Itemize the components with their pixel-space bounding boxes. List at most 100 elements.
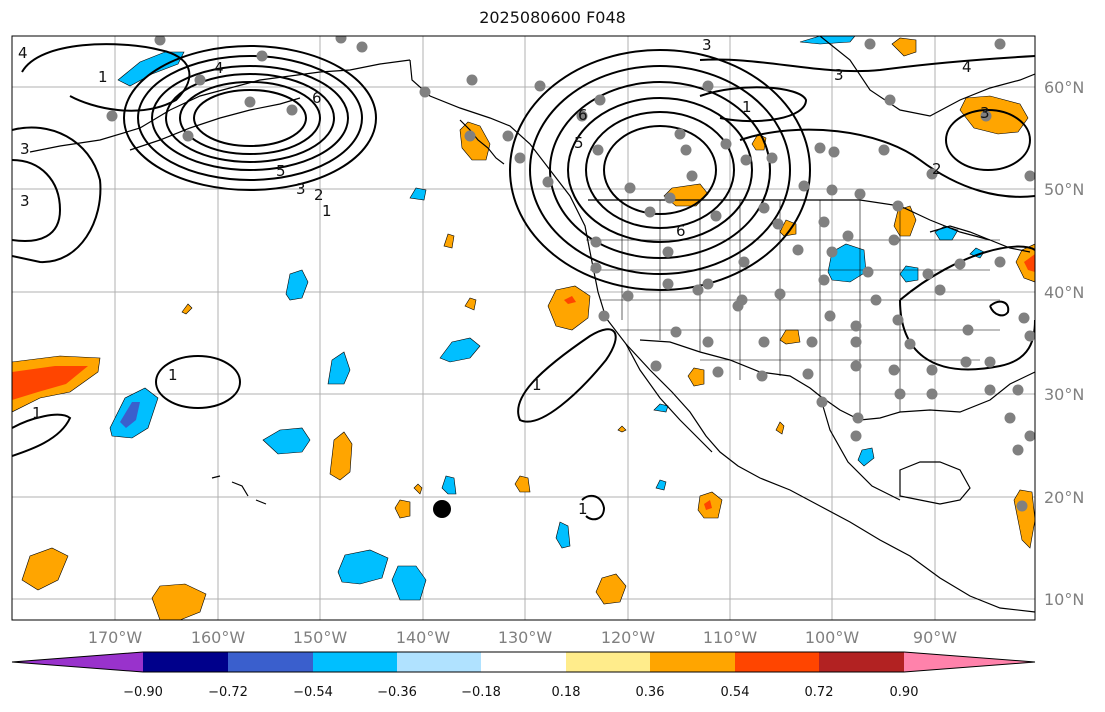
contour-label: 6 [676, 222, 686, 240]
negative-anomaly-patch [391, 565, 427, 601]
contour-label: 3 [296, 180, 306, 198]
colorbar [11, 651, 1036, 673]
positive-anomaly-patch [413, 483, 423, 495]
positive-anomaly-patch [1024, 254, 1035, 272]
contour-line [699, 55, 1035, 73]
lat-label: 40°N [1044, 283, 1084, 302]
positive-anomaly-patch [779, 329, 801, 345]
contour-ring [123, 45, 377, 191]
coastlines [29, 36, 1035, 613]
contour-line [989, 300, 1010, 317]
contour-line [899, 245, 1035, 371]
negative-anomaly-patch [655, 479, 667, 491]
colorbar-tick: 0.18 [552, 685, 581, 700]
us-mexico-border [639, 339, 821, 397]
negative-anomaly-patch [857, 447, 875, 467]
colorbar-tick: −0.54 [293, 685, 333, 700]
colorbar-tick: −0.18 [461, 685, 501, 700]
contour-label: 1 [578, 500, 588, 518]
contour-label: 3 [20, 140, 30, 158]
contour-labels: 4 1 4 6 5 3 2 1 3 3 1 1 1 6 5 3 1 6 2 3 … [18, 36, 990, 518]
map-frame [11, 35, 1036, 621]
latitude-labels: 60°N 50°N 40°N 30°N 20°N 10°N [1044, 78, 1084, 609]
colorbar-tick: 0.90 [890, 685, 919, 700]
positive-anomaly-patch [687, 367, 705, 387]
negative-anomaly-patch [120, 402, 140, 428]
contour-label: 4 [18, 44, 28, 62]
hudson-bay-edge [819, 36, 1035, 117]
negative-anomaly-patch [441, 475, 457, 495]
lon-label: 150°W [293, 628, 348, 647]
station-markers [106, 36, 1035, 512]
negative-anomaly-patch [262, 427, 311, 455]
contour-ring [165, 73, 335, 163]
positive-anomaly-patch [959, 95, 1029, 135]
gulf-of-mexico-coast [819, 371, 1035, 421]
contour-ring [585, 111, 735, 229]
contour-label: 4 [214, 59, 224, 77]
map-background [12, 36, 1035, 620]
colorbar-segment [566, 652, 650, 672]
lat-label: 30°N [1044, 385, 1084, 404]
great-lakes [929, 225, 1031, 253]
contour-label: 1 [98, 68, 108, 86]
position-marker [433, 500, 451, 518]
colorbar-tick: 0.72 [805, 685, 834, 700]
lon-label: 90°W [913, 628, 957, 647]
mexico-gulf-coast [819, 395, 901, 501]
positive-anomaly-patch [775, 421, 785, 435]
lon-label: 160°W [191, 628, 246, 647]
lat-label: 10°N [1044, 590, 1084, 609]
contour-line [12, 159, 62, 242]
contour-line [12, 413, 72, 457]
positive-anomaly-patch [151, 583, 207, 620]
contour-ring [549, 81, 771, 259]
contour-label: 3 [980, 104, 990, 122]
lon-label: 110°W [703, 628, 758, 647]
contour-label: 5 [276, 162, 286, 180]
negative-anomaly-patch [555, 521, 571, 549]
baja-california [625, 343, 713, 453]
contour-label: 1 [742, 98, 752, 116]
contour-label: 3 [702, 36, 712, 54]
negative-anomaly-patch [799, 36, 856, 45]
alaska-coast [29, 59, 411, 153]
colorbar-outline [11, 651, 1036, 673]
negative-anomaly-patch [337, 549, 389, 585]
colorbar-segment [819, 652, 904, 672]
contour-label: 2 [314, 186, 324, 204]
positive-anomaly-patch [564, 296, 576, 304]
contour-line [21, 43, 191, 112]
graticule [12, 36, 1035, 620]
positive-anomaly-patch [12, 366, 88, 400]
positive-anomaly-patch [547, 285, 591, 331]
anomaly-fills [12, 36, 1035, 620]
state-borders [586, 200, 1000, 420]
contour-ring [603, 125, 717, 215]
hawaii-islands [211, 475, 267, 505]
contour-label: 3 [20, 192, 30, 210]
contour-ring [151, 65, 349, 171]
positive-anomaly-patch [779, 219, 797, 237]
contour-line [699, 86, 808, 123]
contour-line [517, 328, 617, 423]
contour-ring [137, 55, 363, 181]
longitude-labels: 170°W 160°W 150°W 140°W 130°W 120°W 110°… [88, 628, 957, 647]
positive-anomaly-patch [181, 303, 193, 315]
contour-label: 1 [322, 202, 332, 220]
colorbar-ticks: −0.90 −0.72 −0.54 −0.36 −0.18 0.18 0.36 … [123, 685, 918, 700]
colorbar-segment [397, 652, 481, 672]
colorbar-tick: −0.72 [208, 685, 248, 700]
contour-label: 1 [32, 404, 42, 422]
lat-label: 20°N [1044, 488, 1084, 507]
positive-anomaly-patch [891, 37, 917, 57]
yucatan [899, 461, 971, 505]
contour-lines [12, 43, 1035, 521]
contour-label: 1 [532, 376, 542, 394]
contour-line [739, 128, 1035, 198]
colorbar-tick: −0.36 [377, 685, 417, 700]
colorbar-tick: 0.36 [636, 685, 665, 700]
contour-ring [193, 89, 307, 147]
contour-label: 6 [312, 89, 322, 107]
negative-anomaly-patch [285, 269, 309, 301]
